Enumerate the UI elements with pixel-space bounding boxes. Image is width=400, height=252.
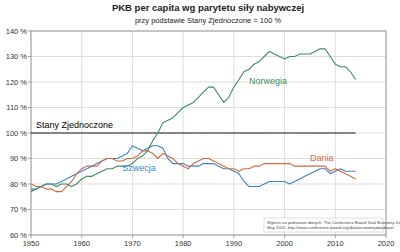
grid-line [31,209,386,210]
tick-mark [132,235,133,238]
series-line [31,146,356,189]
tick-mark [233,235,234,238]
tick-mark [31,235,32,238]
y-tick-label: 130 % [6,52,28,61]
tick-mark [28,82,31,83]
series-line [31,151,356,192]
grid-line [31,107,386,108]
grid-line [31,133,386,134]
series-line [31,49,356,192]
x-tick-label: 1990 [226,239,243,248]
tick-mark [28,133,31,134]
plot-frame [31,31,386,235]
y-tick-label: 100 % [6,129,28,138]
tick-mark [28,56,31,57]
series-label: Stany Zjednoczone [36,120,113,130]
series-label: Szwecja [122,163,156,173]
y-tick-label: 110 % [6,103,27,112]
tick-mark [28,31,31,32]
tick-mark [28,209,31,210]
subtitle: przy podstawie Stany Zjednoczone = 100 % [135,16,281,25]
tick-mark [28,184,31,185]
tick-mark [284,235,285,238]
tick-mark [183,235,184,238]
chart: PKB per capita wg parytetu siły nabywcze… [0,0,400,252]
source-note: Wykres na podstawie danych: The Conferen… [267,220,400,225]
plot-area [31,31,386,235]
x-tick-label: 2000 [276,239,293,248]
x-tick-label: 2010 [327,239,344,248]
source-note: May 2015, http://www.conference-board.or… [267,225,395,230]
tick-mark [335,235,336,238]
grid-line [31,184,386,185]
y-tick-label: 70 % [10,205,27,214]
tick-mark [28,235,31,236]
tick-mark [28,107,31,108]
series-line [31,133,356,134]
x-tick-label: 1970 [124,239,141,248]
y-tick-label: 120 % [6,78,28,87]
grid-line [31,82,386,83]
x-tick-label: 2020 [378,239,395,248]
tick-mark [81,235,82,238]
tick-mark [28,158,31,159]
x-tick-label: 1960 [73,239,90,248]
series-label: Norwegia [249,76,287,86]
y-tick-label: 80 % [10,180,27,189]
y-tick-label: 90 % [10,154,27,163]
grid-line [31,56,386,57]
series-group [31,49,356,192]
title: PKB per capita wg parytetu siły nabywcze… [112,2,304,13]
series-label: Dania [310,153,334,163]
y-tick-label: 140 % [6,27,28,36]
tick-mark [386,235,387,238]
x-tick-label: 1950 [23,239,40,248]
x-tick-label: 1980 [175,239,192,248]
